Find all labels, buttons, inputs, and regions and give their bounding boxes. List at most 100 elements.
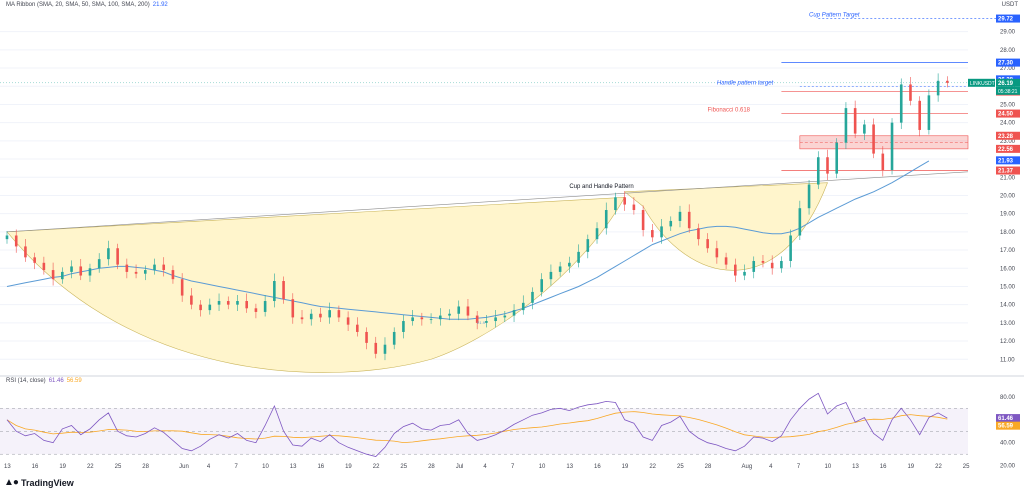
candle-body: [706, 239, 709, 249]
fibonacci-annotation: Fibonacci 0.618: [708, 108, 751, 114]
current-price-tag: 26.19: [998, 81, 1014, 87]
date-tick-label: 19: [59, 464, 66, 470]
candle-body: [549, 271, 553, 280]
date-tick-label: 19: [345, 464, 352, 470]
date-tick-label: 22: [373, 464, 380, 470]
candle-body: [835, 142, 839, 174]
candle-body: [33, 257, 36, 263]
candle-body: [319, 313, 322, 318]
candle-body: [180, 279, 184, 296]
price-tick-label: 13.00: [1000, 321, 1016, 327]
date-tick-label: 16: [317, 464, 324, 470]
candle-body: [826, 157, 829, 174]
tradingview-footer[interactable]: ▲● TradingView: [4, 477, 74, 488]
cup-target-tag-bg: [996, 14, 1020, 23]
candle-body: [402, 321, 405, 332]
rsi-legend[interactable]: RSI (14, close) 61.46 56.59: [6, 378, 82, 384]
ma-ribbon-legend[interactable]: MA Ribbon (SMA, 20, SMA, 50, SMA, 100, S…: [6, 2, 168, 8]
date-tick-label: 4: [207, 464, 211, 470]
candle-body: [51, 270, 55, 280]
candle-body: [300, 317, 304, 320]
candle-body: [927, 95, 931, 130]
rsi-value: 61.46: [48, 378, 64, 384]
date-tick-label: 13: [290, 464, 297, 470]
date-tick-label: 16: [32, 464, 39, 470]
candle-body: [678, 211, 682, 221]
candle-body: [383, 344, 387, 354]
price-tick-label: 29.00: [1000, 30, 1016, 36]
cup-target-tag: 29.72: [998, 17, 1014, 23]
date-tick-label: 16: [880, 464, 887, 470]
candle-body: [346, 317, 350, 325]
candle-body: [97, 259, 101, 269]
price-tick-label: 17.00: [1000, 248, 1016, 254]
candle-body: [365, 331, 368, 343]
date-tick-label: 19: [907, 464, 914, 470]
date-tick-label: 4: [769, 464, 773, 470]
pattern-annotation: Cup and Handle Pattern: [569, 184, 633, 190]
date-tick-label: 22: [649, 464, 656, 470]
candle-body: [558, 266, 562, 272]
rsi-ma-tag: 56.59: [998, 424, 1014, 430]
date-tick-label: 10: [824, 464, 831, 470]
candle-body: [531, 291, 534, 303]
cup-pattern-shape: [6, 196, 626, 373]
candle-body: [199, 304, 202, 311]
level-price-tag-bg: [996, 109, 1020, 118]
candle-body: [734, 264, 737, 276]
rsi-tick-label: 80.00: [1000, 395, 1016, 401]
date-tick-label: 10: [262, 464, 269, 470]
handle-target-annotation: Handle pattern target: [717, 80, 774, 86]
candle-body: [309, 313, 313, 320]
zone-bottom-tag-bg: [996, 144, 1020, 153]
candle-body: [789, 235, 792, 261]
candle-body: [770, 262, 774, 269]
candle-body: [466, 306, 470, 316]
date-tick-label: 25: [963, 464, 970, 470]
price-tick-label: 25.00: [1000, 102, 1016, 108]
date-tick-label: 10: [539, 464, 546, 470]
candle-body: [162, 264, 166, 271]
candle-body: [143, 270, 147, 274]
candle-body: [577, 251, 580, 263]
date-tick-label: 13: [852, 464, 859, 470]
candle-body: [273, 281, 276, 302]
date-tick-label: 4: [483, 464, 487, 470]
candle-body: [208, 304, 212, 311]
candle-body: [245, 301, 248, 309]
candle-body: [485, 321, 488, 323]
level-price-tag: 21.37: [998, 169, 1014, 175]
date-tick-label: 13: [4, 464, 11, 470]
candle-body: [88, 268, 92, 276]
rsi-line: [6, 392, 948, 457]
candle-body: [899, 84, 903, 123]
candle-body: [448, 313, 451, 316]
zone-top-tag: 23.28: [998, 134, 1014, 140]
symbol-tag-bg: [968, 78, 995, 87]
zone-top-tag-bg: [996, 131, 1020, 140]
candle-body: [226, 301, 230, 305]
candle-body: [761, 260, 765, 263]
rsi-value-tag-bg: [996, 414, 1020, 423]
candle-body: [5, 235, 9, 240]
candle-body: [623, 197, 626, 205]
cup-target-annotation: Cup Pattern Target: [809, 13, 860, 19]
candle-body: [586, 239, 590, 252]
level-price-tag: 21.93: [998, 158, 1014, 164]
candle-body: [291, 299, 295, 318]
candle-body: [540, 279, 544, 292]
date-tick-label: 25: [400, 464, 407, 470]
candle-body: [116, 248, 119, 265]
candle-body: [909, 84, 912, 101]
candle-body: [14, 235, 18, 247]
candle-body: [190, 295, 193, 305]
candle-body: [125, 264, 129, 272]
date-tick-label: 16: [594, 464, 601, 470]
candle-body: [604, 210, 608, 229]
candle-body: [687, 211, 691, 229]
candle-body: [457, 306, 461, 314]
legend-title: MA Ribbon (SMA, 20, SMA, 50, SMA, 100, S…: [6, 2, 150, 8]
rsi-ma-line: [6, 411, 948, 444]
